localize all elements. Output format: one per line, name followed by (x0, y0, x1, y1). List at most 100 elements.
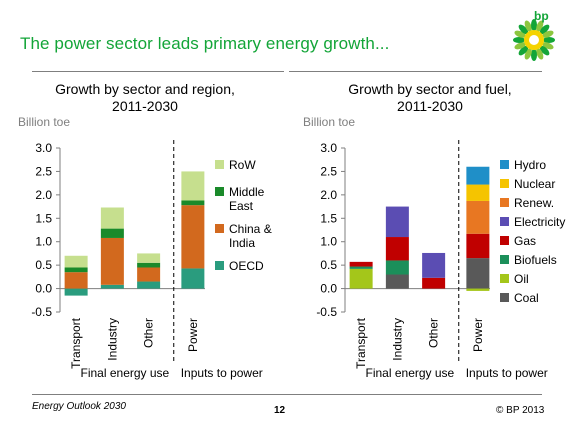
left-y-tick-label: 3.0 (35, 141, 52, 155)
left-y-tick-label: 0.5 (35, 258, 52, 272)
right-bar-segment (349, 261, 373, 267)
left-bar-segment (64, 255, 88, 268)
left-legend-swatch (215, 224, 224, 233)
right-legend-swatch (500, 255, 509, 264)
left-legend-label: RoW (229, 158, 256, 172)
left-bar-segment (100, 207, 124, 229)
right-y-tick-label: 2.5 (320, 164, 337, 178)
right-y-tick-label: -0.5 (316, 305, 337, 319)
left-legend-label: China & (229, 222, 272, 236)
right-group-label: Inputs to power (466, 366, 548, 380)
right-y-tick-label: 1.5 (320, 211, 337, 225)
right-y-tick-label: 1.0 (320, 235, 337, 249)
right-bar-segment (422, 277, 446, 289)
slide-title: The power sector leads primary energy gr… (20, 34, 390, 53)
right-bar-segment (349, 268, 373, 289)
right-legend-label: Gas (514, 234, 536, 248)
left-y-tick-label: 2.5 (35, 164, 52, 178)
right-legend-swatch (500, 274, 509, 283)
right-category-label: Power (471, 318, 485, 352)
right-bar-segment (385, 206, 409, 238)
right-bar-segment (466, 233, 490, 259)
left-bar-segment (64, 272, 88, 289)
logo-center (529, 35, 539, 45)
left-bar-segment (181, 205, 205, 269)
right-category-label: Other (427, 318, 441, 348)
left-bar-segment (137, 267, 161, 282)
left-y-tick-label: 2.0 (35, 188, 52, 202)
left-bar-segment (137, 262, 161, 268)
right-y-tick-label: 0.5 (320, 258, 337, 272)
right-bar-segment (385, 237, 409, 261)
left-category-label: Industry (105, 318, 119, 361)
right-legend-label: Nuclear (514, 177, 555, 191)
left-legend-label: India (229, 236, 255, 250)
logo-petal (531, 18, 537, 31)
right-title-line: Growth by sector and fuel, (348, 81, 511, 97)
chart-sector-region: Growth by sector and region,2011-2030 Bil… (18, 81, 272, 380)
right-title-line: 2011-2030 (397, 98, 463, 114)
right-legend-swatch (500, 198, 509, 207)
right-legend-swatch (500, 160, 509, 169)
right-legend-label: Oil (514, 272, 529, 286)
left-bar-segment (137, 281, 161, 289)
right-bar-segment (349, 266, 373, 269)
right-group-label: Final energy use (366, 366, 455, 380)
right-bar-segment (385, 274, 409, 289)
left-bar-segment (181, 268, 205, 289)
left-bar-segment (64, 288, 88, 296)
left-bar-segment (100, 237, 124, 285)
left-legend-label: OECD (229, 259, 264, 273)
right-bar-segment (466, 200, 490, 234)
logo-petal (514, 42, 526, 50)
bp-helios-logo (513, 18, 555, 61)
title-divider-left (32, 71, 284, 72)
right-category-label: Transport (354, 317, 368, 369)
logo-petal (518, 45, 529, 56)
left-bar-segment (181, 171, 205, 201)
right-legend-label: Biofuels (514, 253, 557, 267)
right-y-tick-label: 2.0 (320, 188, 337, 202)
right-bar-segment (422, 252, 446, 278)
right-bar-segment (385, 260, 409, 275)
right-bar-segment (466, 258, 490, 289)
left-y-tick-label: -0.5 (31, 305, 52, 319)
left-legend-swatch (215, 187, 224, 196)
left-bar-segment (181, 200, 205, 206)
right-y-tick-label: 0.0 (320, 282, 337, 296)
right-bar-segment (466, 288, 490, 291)
chart-sector-fuel: Growth by sector and fuel,2011-2030 Billi… (303, 81, 565, 380)
logo-petal (513, 37, 525, 43)
logo-petal (524, 20, 532, 32)
right-legend-swatch (500, 293, 509, 302)
footer-divider (32, 394, 542, 395)
right-legend-label: Hydro (514, 158, 546, 172)
left-legend-swatch (215, 261, 224, 270)
right-legend-label: Renew. (514, 196, 554, 210)
left-title-line: Growth by sector and region, (55, 81, 235, 97)
right-category-label: Industry (390, 318, 404, 361)
left-ylabel: Billion toe (18, 115, 70, 129)
footer-publication: Energy Outlook 2030 (32, 401, 126, 412)
right-legend-swatch (500, 179, 509, 188)
right-legend-label: Coal (514, 291, 539, 305)
logo-petal (539, 24, 550, 35)
left-title-line: 2011-2030 (112, 98, 178, 114)
left-y-tick-label: 0.0 (35, 282, 52, 296)
left-legend-swatch (215, 160, 224, 169)
left-group-label: Inputs to power (181, 366, 263, 380)
left-bar-segment (100, 228, 124, 238)
left-y-tick-label: 1.5 (35, 211, 52, 225)
logo-petal (536, 48, 544, 60)
page-number: 12 (274, 405, 286, 416)
title-divider-right (289, 71, 542, 72)
left-category-label: Transport (69, 317, 83, 369)
bp-logo-text: bp (534, 9, 549, 23)
left-legend-label: Middle (229, 185, 265, 199)
left-category-label: Other (142, 318, 156, 348)
left-group-label: Final energy use (81, 366, 170, 380)
logo-petal (518, 24, 529, 35)
right-bar-segment (466, 166, 490, 185)
right-legend-label: Electricity (514, 215, 565, 229)
left-legend-label: East (229, 199, 254, 213)
